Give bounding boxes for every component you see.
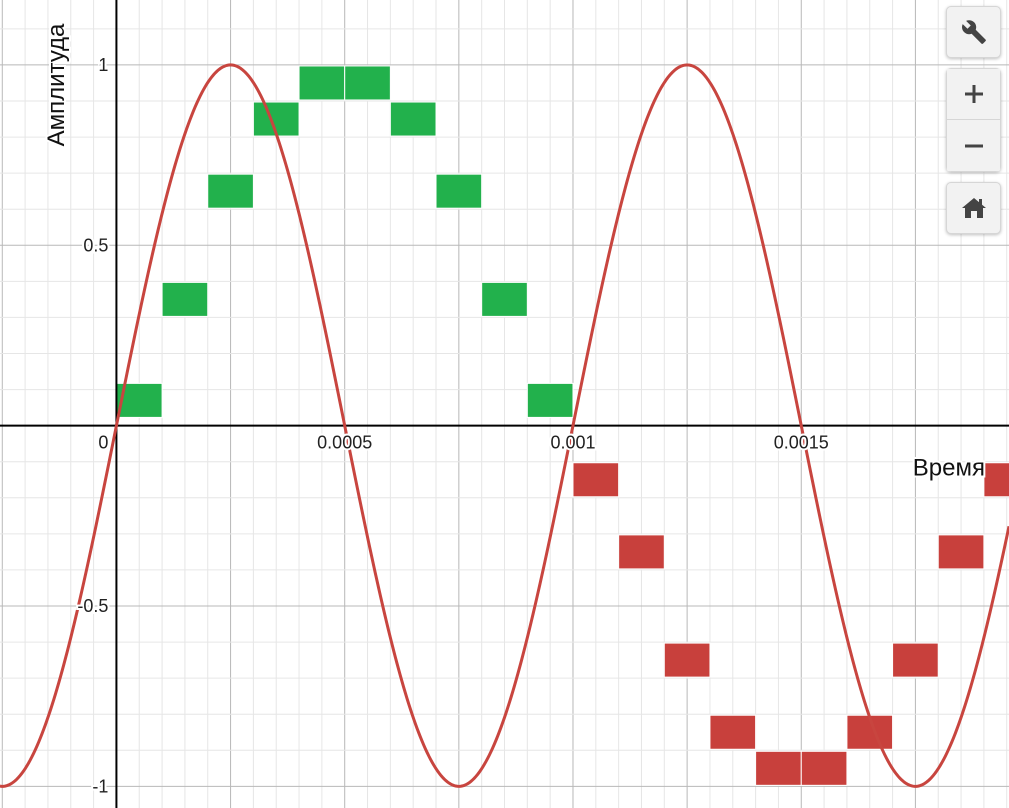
y-tick-label: 0.5 [83, 235, 108, 255]
sample-block [390, 102, 436, 136]
sample-block [573, 463, 619, 497]
sample-block [162, 282, 208, 316]
default-zoom-button[interactable] [946, 182, 1001, 234]
sample-block [299, 66, 345, 100]
sample-block [436, 174, 482, 208]
x-axis-title: Время [913, 455, 985, 482]
zoom-in-button[interactable] [946, 68, 1001, 120]
x-tick-label: 0.0005 [317, 433, 372, 453]
plus-icon [963, 83, 985, 105]
sample-block [938, 535, 984, 569]
sample-block [527, 383, 573, 417]
wrench-icon [961, 19, 987, 45]
sample-block [984, 463, 1009, 497]
sample-block [345, 66, 391, 100]
sample-block [208, 174, 254, 208]
sample-block [756, 751, 802, 785]
sample-block [801, 751, 847, 785]
y-tick-label: -0.5 [77, 596, 108, 616]
x-tick-label: 0.001 [550, 433, 595, 453]
x-tick-label: 0 [98, 433, 108, 453]
home-icon [961, 196, 987, 220]
zoom-controls [946, 68, 1001, 172]
y-axis-title: Амплитуда [43, 23, 70, 146]
sample-block [893, 643, 939, 677]
sample-block [619, 535, 665, 569]
y-tick-label: -1 [92, 776, 108, 796]
graph-settings-button[interactable] [946, 6, 1001, 58]
sample-block [710, 715, 756, 749]
sample-block [664, 643, 710, 677]
graph-toolbar [946, 6, 1001, 234]
sample-block [482, 282, 528, 316]
minus-icon [963, 135, 985, 157]
zoom-out-button[interactable] [946, 120, 1001, 172]
x-tick-label: 0.0015 [774, 433, 829, 453]
y-tick-label: 1 [98, 55, 108, 75]
